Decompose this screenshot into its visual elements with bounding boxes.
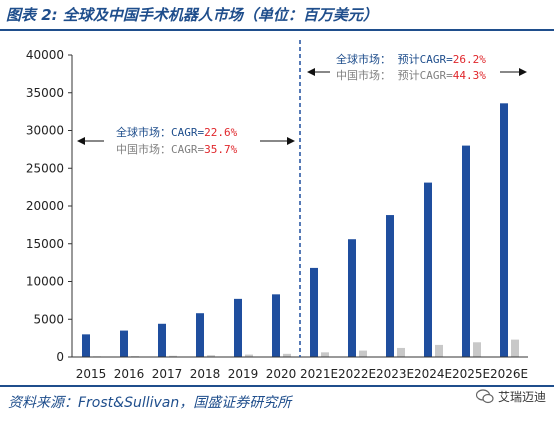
x-tick-label: 2016 bbox=[114, 367, 145, 381]
bar-global bbox=[196, 313, 204, 357]
x-tick-label: 2023E bbox=[376, 367, 414, 381]
bar-china bbox=[511, 339, 519, 357]
forecast-china-cagr: 中国市场： 预计CAGR=44.3% bbox=[336, 68, 486, 82]
hist-global-prefix: 全球市场：CAGR= bbox=[116, 125, 204, 139]
x-tick-label: 2026E bbox=[490, 367, 528, 381]
bar-global bbox=[272, 294, 280, 357]
y-tick-label: 0 bbox=[56, 350, 64, 364]
x-tick-label: 2024E bbox=[414, 367, 452, 381]
bars-group bbox=[82, 103, 519, 357]
chart-title: 图表 2: 全球及中国手术机器人市场（单位：百万美元） bbox=[6, 6, 378, 24]
x-axis-labels: 2015 2016 2017 2018 2019 2020 2021E 2022E 2023E 2… bbox=[76, 367, 528, 381]
forecast-china-value: 44.3% bbox=[453, 69, 486, 82]
x-tick-label: 2025E bbox=[452, 367, 490, 381]
bar-china bbox=[169, 355, 177, 357]
y-axis-ticks: 0 5000 10000 15000 20000 25000 30000 35000 40000 bbox=[26, 48, 72, 364]
forecast-china-prefix: 中国市场： 预计CAGR= bbox=[336, 68, 453, 82]
bar-global bbox=[386, 215, 394, 357]
y-tick-label: 25000 bbox=[26, 161, 64, 175]
y-tick-label: 15000 bbox=[26, 237, 64, 251]
y-tick-label: 20000 bbox=[26, 199, 64, 213]
x-tick-label: 2019 bbox=[228, 367, 259, 381]
bar-china bbox=[321, 352, 329, 357]
bar-global bbox=[462, 145, 470, 357]
y-tick-label: 30000 bbox=[26, 124, 64, 138]
bar-china bbox=[207, 355, 215, 357]
bar-chart: 0 5000 10000 15000 20000 25000 30000 35000 40000… bbox=[26, 40, 528, 381]
bar-global bbox=[348, 239, 356, 357]
hist-china-cagr: 中国市场：CAGR=35.7% bbox=[116, 142, 238, 156]
forecast-annotation: 全球市场： 预计CAGR=26.2% 中国市场： 预计CAGR=44.3% bbox=[307, 52, 527, 82]
bar-global bbox=[120, 330, 128, 357]
hist-china-value: 35.7% bbox=[204, 143, 237, 156]
watermark: 艾瑞迈迪 bbox=[475, 388, 546, 405]
bar-china bbox=[283, 353, 291, 357]
title-divider bbox=[0, 29, 554, 31]
watermark-text: 艾瑞迈迪 bbox=[497, 390, 546, 404]
bar-china bbox=[397, 347, 405, 357]
x-tick-label: 2020 bbox=[266, 367, 297, 381]
x-tick-label: 2017 bbox=[152, 367, 183, 381]
hist-global-value: 22.6% bbox=[204, 126, 237, 139]
bar-global bbox=[234, 298, 242, 357]
source-note: 资料来源：Frost&Sullivan，国盛证券研究所 bbox=[8, 395, 292, 411]
bar-global bbox=[158, 323, 166, 357]
bar-china bbox=[473, 342, 481, 357]
hist-global-cagr: 全球市场：CAGR=22.6% bbox=[116, 125, 238, 139]
hist-china-prefix: 中国市场：CAGR= bbox=[116, 142, 204, 156]
x-tick-label: 2018 bbox=[190, 367, 221, 381]
y-tick-label: 40000 bbox=[26, 48, 64, 62]
forecast-global-value: 26.2% bbox=[453, 53, 486, 66]
bar-china bbox=[245, 354, 253, 357]
bar-china bbox=[359, 350, 367, 357]
footer-divider bbox=[0, 385, 554, 387]
forecast-global-prefix: 全球市场： 预计CAGR= bbox=[336, 52, 453, 66]
bar-global bbox=[310, 267, 318, 357]
y-tick-label: 35000 bbox=[26, 86, 64, 100]
bar-china bbox=[435, 344, 443, 357]
x-tick-label: 2021E bbox=[300, 367, 338, 381]
y-tick-label: 5000 bbox=[33, 312, 64, 326]
x-tick-label: 2015 bbox=[76, 367, 107, 381]
y-tick-label: 10000 bbox=[26, 275, 64, 289]
x-tick-label: 2022E bbox=[338, 367, 376, 381]
historical-annotation: 全球市场：CAGR=22.6% 中国市场：CAGR=35.7% bbox=[77, 125, 295, 156]
bar-global bbox=[82, 334, 90, 357]
bar-global bbox=[424, 182, 432, 357]
wechat-icon bbox=[475, 389, 494, 404]
forecast-global-cagr: 全球市场： 预计CAGR=26.2% bbox=[336, 52, 486, 66]
bar-global bbox=[500, 103, 508, 357]
